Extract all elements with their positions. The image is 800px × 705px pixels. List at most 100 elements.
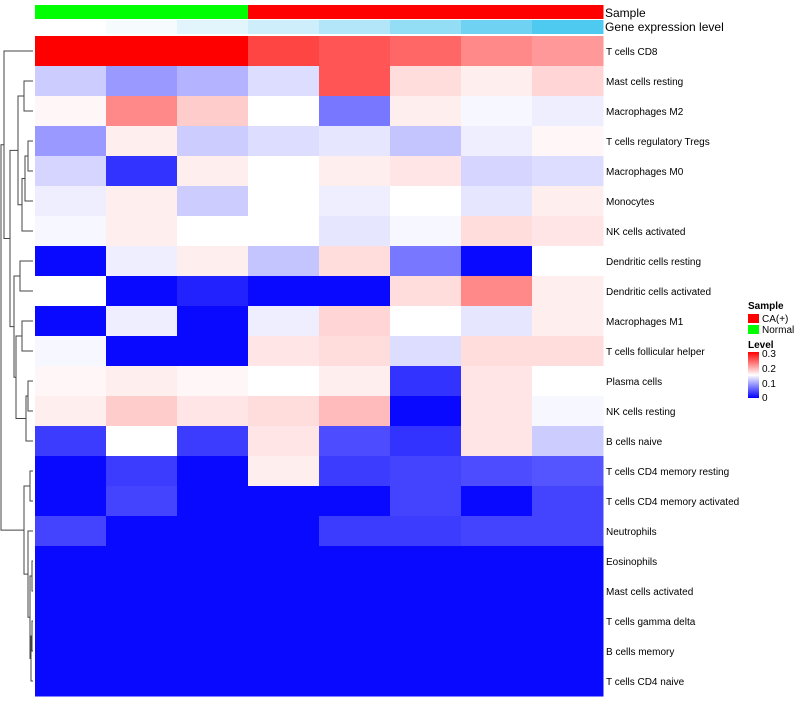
- heatmap-cell: [248, 666, 320, 697]
- heatmap-cell: [106, 366, 178, 397]
- dendrogram-branch: [24, 155, 33, 202]
- heatmap-cell: [35, 516, 107, 547]
- gene-annotation-cell: [319, 20, 391, 34]
- heatmap-cell: [461, 186, 533, 217]
- heatmap-cell: [532, 36, 604, 67]
- heatmap-cell: [177, 276, 249, 307]
- heatmap-cell: [35, 216, 107, 247]
- heatmap-cell: [177, 486, 249, 517]
- dendrogram-branch: [25, 395, 33, 442]
- row-label: Mast cells resting: [606, 77, 683, 88]
- dendrogram-branch: [29, 470, 33, 502]
- heatmap-cell: [248, 486, 320, 517]
- heatmap-cell: [177, 366, 249, 397]
- heatmap-cell: [319, 606, 391, 637]
- heatmap-cell: [461, 486, 533, 517]
- heatmap-cell: [177, 306, 249, 337]
- dendrogram-branch: [23, 80, 33, 112]
- heatmap-cell: [532, 186, 604, 217]
- heatmap-cell: [177, 456, 249, 487]
- heatmap-cell: [390, 456, 462, 487]
- heatmap-cell: [461, 666, 533, 697]
- row-label: Monocytes: [606, 197, 654, 208]
- heatmap-cell: [248, 336, 320, 367]
- sample-annotation-cell: [390, 5, 462, 19]
- heatmap-cell: [177, 66, 249, 97]
- row-label: T cells CD4 memory resting: [606, 467, 729, 478]
- sample-annotation-cell: [248, 5, 320, 19]
- heatmap-cell: [390, 186, 462, 217]
- heatmap-cell: [461, 636, 533, 667]
- heatmap-cell: [248, 576, 320, 607]
- heatmap-cell: [319, 306, 391, 337]
- heatmap-cell: [532, 96, 604, 127]
- heatmap-cell: [319, 636, 391, 667]
- heatmap-cell: [35, 636, 107, 667]
- heatmap-cell: [532, 66, 604, 97]
- row-dendrogram: [0, 50, 33, 682]
- heatmap-cell: [390, 216, 462, 247]
- heatmap-cell: [35, 666, 107, 697]
- heatmap-cell: [319, 96, 391, 127]
- heatmap-cell: [390, 666, 462, 697]
- heatmap-cell: [390, 366, 462, 397]
- heatmap-cell: [461, 306, 533, 337]
- row-label: T cells gamma delta: [606, 617, 696, 628]
- gene-annotation-label: Gene expression level: [605, 20, 724, 34]
- heatmap-cell: [248, 216, 320, 247]
- sample-annotation-cell: [532, 5, 604, 19]
- row-label: T cells CD8: [606, 47, 658, 58]
- row-label: Dendritic cells activated: [606, 287, 711, 298]
- heatmap-cell: [106, 546, 178, 577]
- heatmap-cell: [106, 216, 178, 247]
- heatmap-cell: [248, 66, 320, 97]
- heatmap-cell: [106, 456, 178, 487]
- heatmap-cell: [319, 66, 391, 97]
- heatmap-cell: [248, 156, 320, 187]
- legend-tick-0: 0.3: [762, 349, 776, 360]
- dendrogram-branch: [31, 560, 33, 592]
- legend-swatch-ca: [748, 314, 759, 323]
- heatmap-cell: [532, 126, 604, 157]
- dendrogram-branch: [0, 144, 24, 531]
- heatmap-cell: [35, 156, 107, 187]
- heatmap-cell: [390, 576, 462, 607]
- heatmap-cell: [532, 606, 604, 637]
- sample-annotation-cell: [177, 5, 249, 19]
- heatmap-cell: [106, 276, 178, 307]
- heatmap-cell: [106, 186, 178, 217]
- gene-annotation-cell: [461, 20, 533, 34]
- heatmap-cell: [106, 636, 178, 667]
- heatmap-cell: [390, 516, 462, 547]
- row-label: NK cells resting: [606, 407, 675, 418]
- heatmap-cell: [106, 516, 178, 547]
- legend-swatch-normal: [748, 325, 759, 334]
- heatmap-cell: [106, 666, 178, 697]
- heatmap-cell: [248, 186, 320, 217]
- heatmap-cell: [390, 546, 462, 577]
- heatmap-cell: [177, 636, 249, 667]
- heatmap-cell: [177, 156, 249, 187]
- heatmap-cell: [35, 426, 107, 457]
- heatmap-cell: [461, 156, 533, 187]
- legend-tick-1: 0.2: [762, 364, 776, 375]
- heatmap-cell: [177, 516, 249, 547]
- dendrogram-branch: [17, 95, 24, 206]
- legend-label-ca: CA(+): [762, 314, 788, 325]
- heatmap-cell: [177, 246, 249, 277]
- heatmap-cell: [106, 156, 178, 187]
- heatmap-cell: [106, 606, 178, 637]
- dendrogram-branch: [21, 320, 33, 352]
- gene-annotation-cell: [390, 20, 462, 34]
- heatmap-cell: [319, 246, 391, 277]
- heatmap-cell: [319, 546, 391, 577]
- gene-annotation-cell: [248, 20, 320, 34]
- heatmap-cell: [248, 246, 320, 277]
- heatmap-cell: [248, 606, 320, 637]
- dendrogram-branch: [27, 380, 33, 412]
- heatmap-cell: [248, 276, 320, 307]
- heatmap-cell: [390, 66, 462, 97]
- heatmap-cell: [461, 576, 533, 607]
- heatmap-cell: [106, 576, 178, 607]
- heatmap-cell: [248, 36, 320, 67]
